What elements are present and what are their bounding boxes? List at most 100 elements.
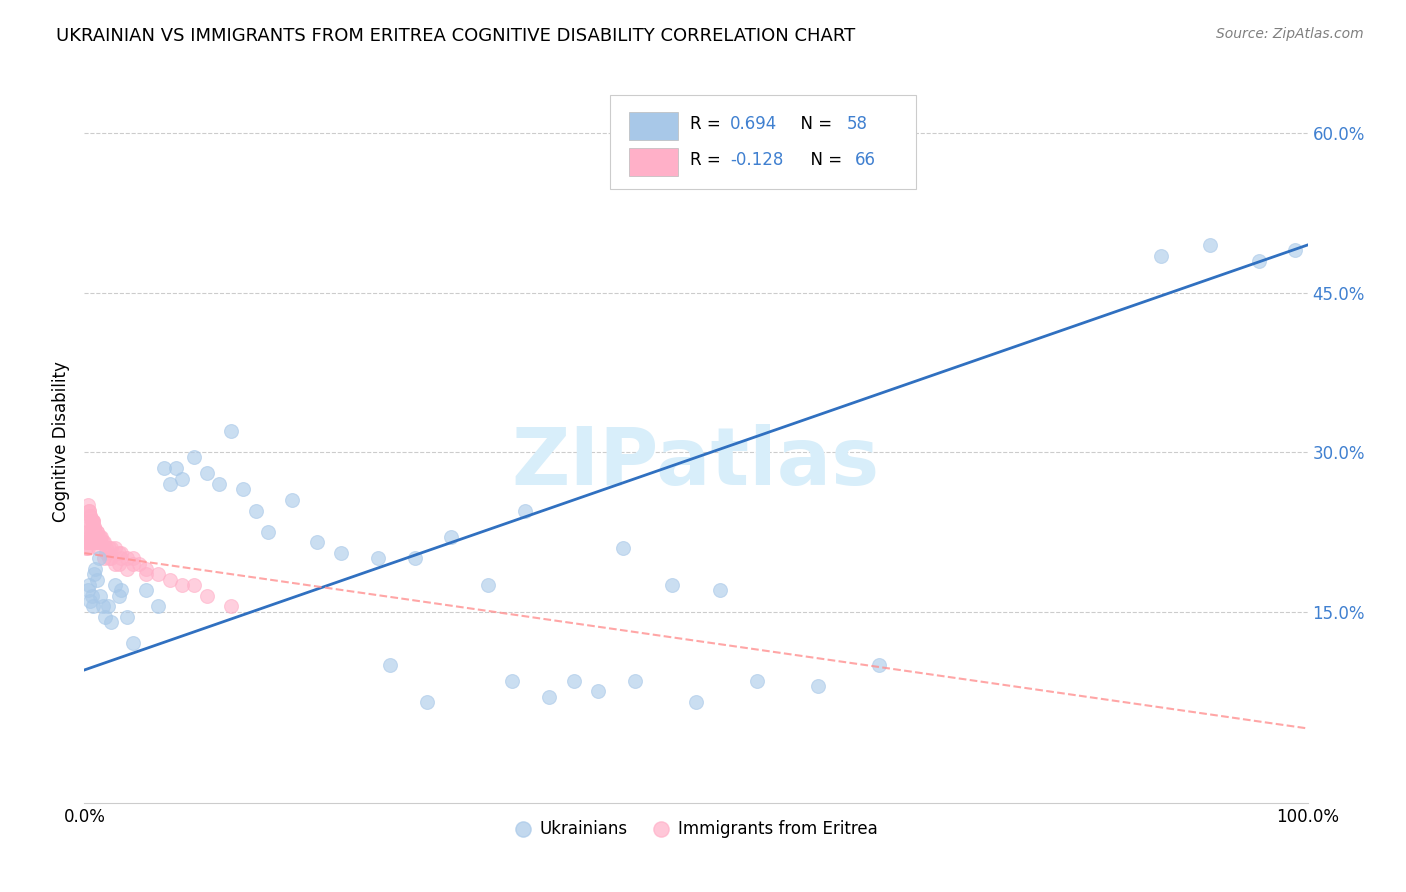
Point [538, 690, 561, 704]
FancyBboxPatch shape [610, 95, 917, 189]
Point [110, 583, 132, 598]
Point [562, 673, 585, 688]
Point [82, 514, 104, 528]
Y-axis label: Cognitive Disability: Cognitive Disability [52, 361, 70, 522]
Point [183, 578, 205, 592]
Point [86, 535, 108, 549]
Point [75, 541, 97, 555]
Point [165, 461, 187, 475]
Point [477, 578, 499, 592]
Point [90, 530, 112, 544]
Point [257, 524, 280, 539]
Point [83, 535, 105, 549]
Point [404, 551, 426, 566]
Point [440, 530, 463, 544]
Point [159, 477, 181, 491]
Point [87, 535, 110, 549]
Point [79, 594, 101, 608]
Point [1284, 244, 1306, 258]
Point [82, 514, 104, 528]
Point [80, 589, 103, 603]
Point [115, 562, 138, 576]
Point [685, 695, 707, 709]
Point [115, 551, 138, 566]
Point [747, 673, 769, 688]
Point [83, 519, 105, 533]
Point [91, 535, 114, 549]
Point [172, 578, 194, 592]
Point [97, 599, 120, 614]
Point [146, 567, 169, 582]
Point [104, 541, 127, 555]
Point [87, 551, 110, 566]
Point [87, 541, 110, 555]
Point [76, 524, 98, 539]
Point [77, 519, 100, 533]
Point [115, 610, 138, 624]
FancyBboxPatch shape [628, 112, 678, 139]
Point [84, 535, 107, 549]
Point [82, 599, 104, 614]
Point [83, 519, 105, 533]
Point [97, 551, 120, 566]
Point [97, 541, 120, 555]
Point [96, 541, 118, 555]
Point [146, 599, 169, 614]
Point [330, 546, 353, 560]
Point [305, 535, 328, 549]
Point [245, 503, 267, 517]
Point [107, 557, 129, 571]
Point [77, 541, 100, 555]
Point [219, 599, 242, 614]
Point [84, 530, 107, 544]
Point [195, 467, 218, 481]
Point [79, 508, 101, 523]
Point [93, 551, 115, 566]
Point [91, 599, 114, 614]
Point [513, 503, 536, 517]
Point [367, 551, 389, 566]
Point [208, 477, 231, 491]
Text: 58: 58 [846, 115, 868, 133]
Point [624, 673, 647, 688]
Point [77, 503, 100, 517]
Legend: Ukrainians, Immigrants from Eritrea: Ukrainians, Immigrants from Eritrea [508, 814, 884, 845]
Text: -0.128: -0.128 [730, 151, 783, 169]
Text: 0.694: 0.694 [730, 115, 778, 133]
Point [77, 503, 100, 517]
Point [80, 514, 103, 528]
Point [135, 562, 157, 576]
Point [77, 535, 100, 549]
Point [90, 535, 112, 549]
Point [75, 535, 97, 549]
Point [89, 589, 111, 603]
Point [159, 573, 181, 587]
Point [76, 535, 98, 549]
Point [80, 535, 103, 549]
Point [84, 562, 107, 576]
Text: UKRAINIAN VS IMMIGRANTS FROM ERITREA COGNITIVE DISABILITY CORRELATION CHART: UKRAINIAN VS IMMIGRANTS FROM ERITREA COG… [56, 27, 855, 45]
Point [104, 578, 127, 592]
Text: Source: ZipAtlas.com: Source: ZipAtlas.com [1216, 27, 1364, 41]
Point [122, 636, 145, 650]
Point [107, 546, 129, 560]
FancyBboxPatch shape [628, 148, 678, 176]
Text: R =: R = [690, 115, 725, 133]
Point [100, 615, 122, 630]
Point [110, 551, 132, 566]
Point [122, 551, 145, 566]
Point [807, 679, 830, 693]
Point [1198, 238, 1220, 252]
Point [79, 535, 101, 549]
Point [153, 461, 176, 475]
Point [110, 546, 132, 560]
Point [82, 530, 104, 544]
Point [107, 589, 129, 603]
Point [502, 673, 524, 688]
Point [104, 557, 127, 571]
Point [232, 483, 254, 497]
Point [83, 567, 105, 582]
Point [100, 541, 122, 555]
Point [87, 530, 110, 544]
Point [77, 514, 100, 528]
